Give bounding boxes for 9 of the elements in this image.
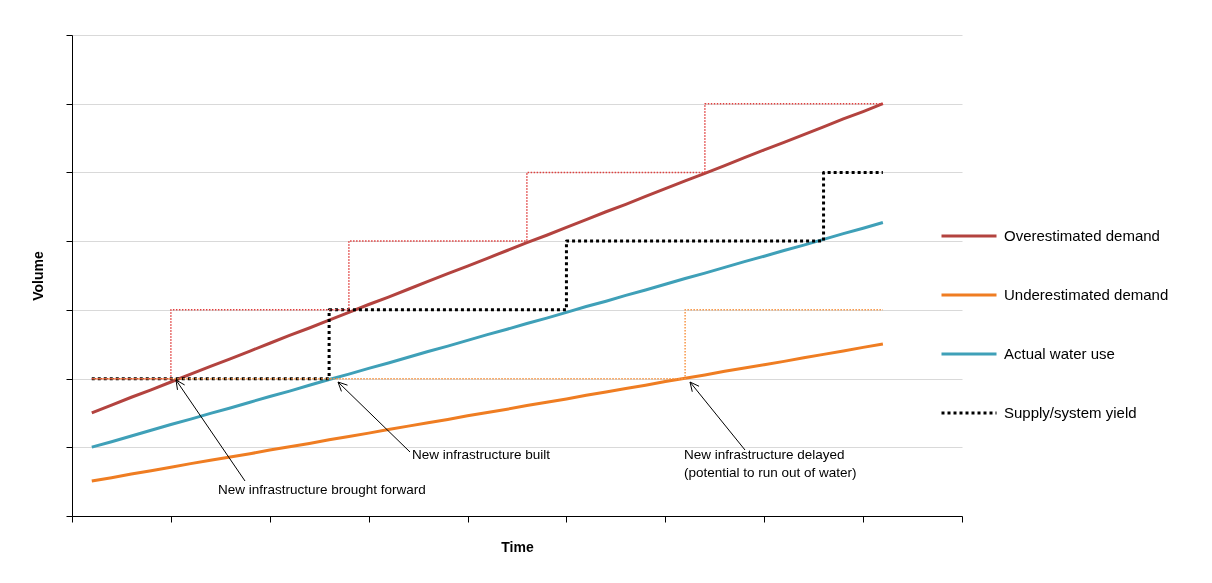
y-axis-title: Volume: [30, 251, 46, 301]
annotation: New infrastructure delayed (potential to run out of water): [684, 446, 857, 482]
legend-label: Overestimated demand: [1004, 227, 1160, 244]
legend-label: Underestimated demand: [1004, 286, 1169, 303]
legend-label: Actual water use: [1004, 345, 1115, 362]
x-axis-title: Time: [501, 539, 534, 555]
annotation: New infrastructure brought forward: [218, 481, 426, 499]
legend-label: Supply/system yield: [1004, 404, 1137, 421]
annotation: New infrastructure built: [412, 446, 551, 464]
